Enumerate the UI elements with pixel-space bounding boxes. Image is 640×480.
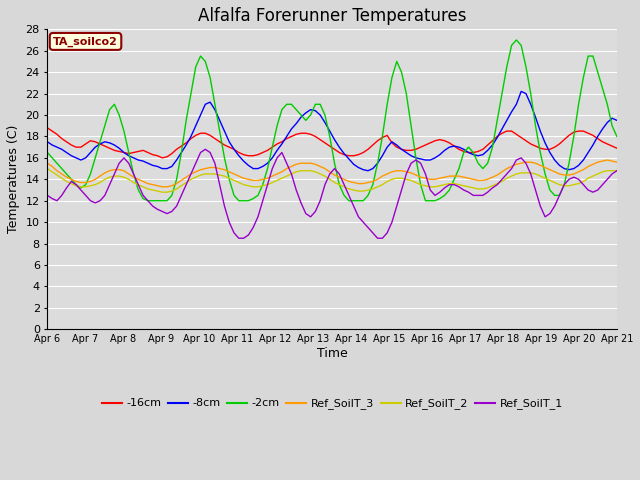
- Legend: -16cm, -8cm, -2cm, Ref_SoilT_3, Ref_SoilT_2, Ref_SoilT_1: -16cm, -8cm, -2cm, Ref_SoilT_3, Ref_Soil…: [97, 394, 567, 414]
- X-axis label: Time: Time: [317, 347, 348, 360]
- Text: TA_soilco2: TA_soilco2: [53, 36, 118, 47]
- Title: Alfalfa Forerunner Temperatures: Alfalfa Forerunner Temperatures: [198, 7, 467, 25]
- Y-axis label: Temperatures (C): Temperatures (C): [7, 125, 20, 233]
